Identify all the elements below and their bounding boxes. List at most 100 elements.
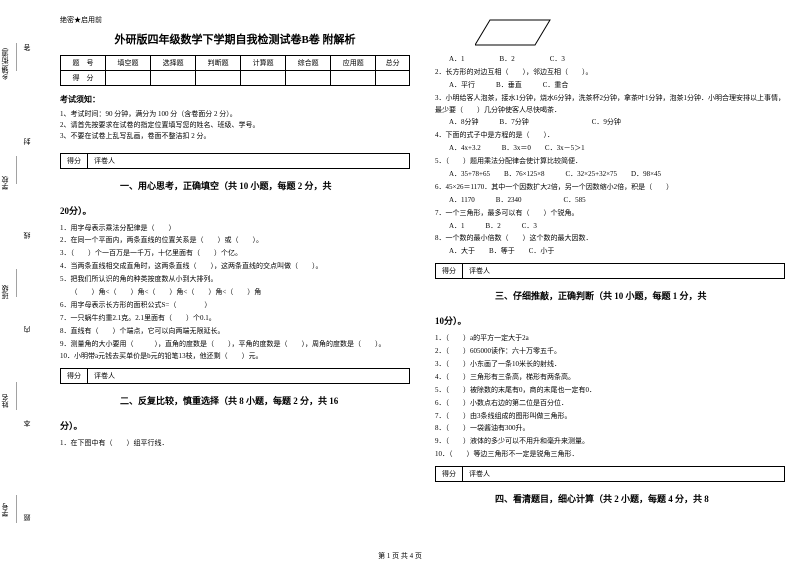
q1-10: 10．小明带a元钱去买单价是b元的铅笔13枝，他还剩（ ）元。 — [60, 351, 410, 363]
scorebox-1: 得分 评卷人 — [60, 153, 410, 169]
section-1-tail: 20分）。 — [60, 204, 410, 217]
q2-5: 5．（ ）题用乘法分配律会使计算比较简便． — [435, 156, 785, 168]
q3-1: 1．（ ）a的平方一定大于2a — [435, 333, 785, 345]
q2-lead: 1．在下图中有（ ）组平行线． — [60, 438, 410, 450]
st-h2: 选择题 — [151, 56, 196, 71]
q3-3: 3．（ ）小东画了一条10米长的射线． — [435, 359, 785, 371]
q1-2: 2．在同一个平面内，两条直线的位置关系是（ ）或（ ）。 — [60, 235, 410, 247]
q1-5b: （ ）角<（ ）角<（ ）角<（ ）角<（ ）角 — [60, 287, 410, 299]
binding-margin: 乡镇(街道) 学校 班级 姓名 学号 ________ ________ ___… — [0, 0, 55, 565]
q2-4o: A．4x+3.2 B．3x＝0 C．3x－5＞1 — [435, 143, 785, 155]
section-3-tail: 10分）。 — [435, 314, 785, 327]
sb1-l: 得分 — [61, 154, 88, 168]
q2-4: 4．下面的式子中是方程的是（ ）． — [435, 130, 785, 142]
st-s0: 得 分 — [61, 71, 106, 86]
st-s6[interactable] — [331, 71, 376, 86]
right-column: A．1 B．2 C．3 2．长方形的对边互相（ ），邻边互相（ ）。 A．平行 … — [435, 15, 785, 550]
q1-list: 1．用字母表示乘法分配律是（ ） 2．在同一个平面内，两条直线的位置关系是（ ）… — [60, 223, 410, 365]
q1-7: 7．一只蜗牛约重2.1克。2.1里面有（ ）个0.1。 — [60, 313, 410, 325]
b-lbl-4: 学校 — [0, 176, 10, 190]
st-h0: 题 号 — [61, 56, 106, 71]
notice-header: 考试须知： — [60, 94, 410, 105]
left-column: 绝密★启用前 外研版四年级数学下学期自我检测试卷B卷 附解析 题 号 填空题 选… — [60, 15, 410, 550]
q3-5: 5．（ ）被除数的末尾有0，商的末尾也一定有0． — [435, 385, 785, 397]
st-h4: 计算题 — [241, 56, 286, 71]
sb2-l: 得分 — [61, 369, 88, 383]
q1-8: 8．直线有（ ）个端点，它可以向两端无限延长。 — [60, 326, 410, 338]
q2-6o: A．1170 B．2340 C．585 — [435, 195, 785, 207]
q2-5o: A．35+78+65 B．76×125×8 C．32×25+32×75 D．98… — [435, 169, 785, 181]
q2-7: 7．一个三角形，最多可以有（ ）个锐角。 — [435, 208, 785, 220]
notice-1: 1、考试时间：90 分钟，满分为 100 分（含卷面分 2 分）。 — [60, 109, 410, 120]
section-2-head: 二、反复比较，慎重选择（共 8 小题，每题 2 分，共 16 — [60, 394, 410, 407]
parallelogram-figure — [475, 15, 785, 50]
st-h6: 应用题 — [331, 56, 376, 71]
b-u1: ________ — [10, 43, 18, 71]
q2-2: 2．长方形的对边互相（ ），邻边互相（ ）。 — [435, 67, 785, 79]
q2-2o: A．平行 B．垂直 C．重合 — [435, 80, 785, 92]
b-lbl-3: 班级 — [0, 285, 10, 299]
q1-5: 5．把我们所认识的角的种类按度数从小到大排列。 — [60, 274, 410, 286]
scorebox-2: 得分 评卷人 — [60, 368, 410, 384]
scorebox-3: 得分 评卷人 — [435, 263, 785, 279]
q2-3: 3．小明给客人泡茶，接水1分钟，烧水6分钟，洗茶杯2分钟，拿茶叶1分钟，泡茶1分… — [435, 93, 785, 117]
sb2-r: 评卷人 — [88, 369, 121, 383]
st-s4[interactable] — [241, 71, 286, 86]
q2-8o: A．大于 B．等于 C．小于 — [435, 246, 785, 258]
sealed-label: 绝密★启用前 — [60, 15, 410, 25]
bi-6: 答 — [22, 44, 32, 51]
q1-1: 1．用字母表示乘法分配律是（ ） — [60, 223, 410, 235]
q1-6: 6．用字母表示长方形的面积公式S=（ ） — [60, 300, 410, 312]
sb4-r: 评卷人 — [463, 467, 496, 481]
q3-4: 4．（ ）三角形有三条高，梯形有两条高。 — [435, 372, 785, 384]
q2-8: 8．一个数的最小倍数（ ）这个数的最大因数． — [435, 233, 785, 245]
q3-10: 10．（ ）等边三角形不一定是锐角三角形． — [435, 449, 785, 461]
sb4-l: 得分 — [436, 467, 463, 481]
bi-2: 本 — [22, 420, 32, 427]
st-s1[interactable] — [106, 71, 151, 86]
st-h7: 总分 — [376, 56, 410, 71]
q3-9: 9．（ ）液体的多少可以不用升和毫升来测量。 — [435, 436, 785, 448]
section-4-head: 四、看清题目，细心计算（共 2 小题，每题 4 分，共 8 — [435, 492, 785, 505]
bi-1: 题 — [22, 514, 32, 521]
q3-6: 6．（ ）小数点右边的第二位是百分位． — [435, 398, 785, 410]
st-h5: 综合题 — [286, 56, 331, 71]
notice-3: 3、不要在试卷上乱写乱画，卷面不整洁扣 2 分。 — [60, 131, 410, 142]
b-u4: ________ — [10, 382, 18, 410]
scorebox-4: 得分 评卷人 — [435, 466, 785, 482]
section-1-head: 一、用心思考，正确填空（共 10 小题，每题 2 分，共 — [60, 179, 410, 192]
page-footer: 第 1 页 共 4 页 — [0, 551, 800, 561]
q3-2: 2．（ ）605000读作：六十万零五千。 — [435, 346, 785, 358]
section-2-tail: 分）。 — [60, 419, 410, 432]
score-table: 题 号 填空题 选择题 判断题 计算题 综合题 应用题 总分 得 分 — [60, 55, 410, 86]
st-h3: 判断题 — [196, 56, 241, 71]
b-u3: ________ — [10, 269, 18, 297]
b-lbl-1: 学号 — [0, 503, 10, 517]
b-u5: ________ — [10, 495, 18, 523]
q3-8: 8．（ ）一袋酱油有300升。 — [435, 423, 785, 435]
q2-6: 6．45×26＝1170．其中一个因数扩大2倍，另一个因数缩小2倍，积是（ ） — [435, 182, 785, 194]
st-s3[interactable] — [196, 71, 241, 86]
b-lbl-2: 姓名 — [0, 394, 10, 408]
sb3-r: 评卷人 — [463, 264, 496, 278]
st-s2[interactable] — [151, 71, 196, 86]
exam-title: 外研版四年级数学下学期自我检测试卷B卷 附解析 — [60, 31, 410, 47]
sb1-r: 评卷人 — [88, 154, 121, 168]
q1-9: 9．测量角的大小要用（ ），直角的度数是（ ），平角的度数是（ ），周角的度数是… — [60, 339, 410, 351]
st-s5[interactable] — [286, 71, 331, 86]
q2-3o: A．8分钟 B．7分钟 C．9分钟 — [435, 117, 785, 129]
q1-3: 3．（ ）个一百万是一千万，十亿里面有（ ）个亿。 — [60, 248, 410, 260]
b-u2: ________ — [10, 156, 18, 184]
q2-opt1: A．1 B．2 C．3 — [435, 54, 785, 66]
st-s7[interactable] — [376, 71, 410, 86]
q3-7: 7．（ ）由3条线组成的图形叫做三角形。 — [435, 411, 785, 423]
q1-4: 4．当两条直线相交成直角时，这两条直线（ ），这两条直线的交点叫做（ ）。 — [60, 261, 410, 273]
bi-5: 封 — [22, 138, 32, 145]
section-3-head: 三、仔细推敲，正确判断（共 10 小题，每题 1 分，共 — [435, 289, 785, 302]
st-h1: 填空题 — [106, 56, 151, 71]
bi-4: 线 — [22, 232, 32, 239]
b-lbl-5: 乡镇(街道) — [0, 48, 10, 81]
sb3-l: 得分 — [436, 264, 463, 278]
q2-7o: A．1 B．2 C．3 — [435, 221, 785, 233]
notice-2: 2、请首先按要求在试卷的指定位置填写您的姓名、班级、学号。 — [60, 120, 410, 131]
